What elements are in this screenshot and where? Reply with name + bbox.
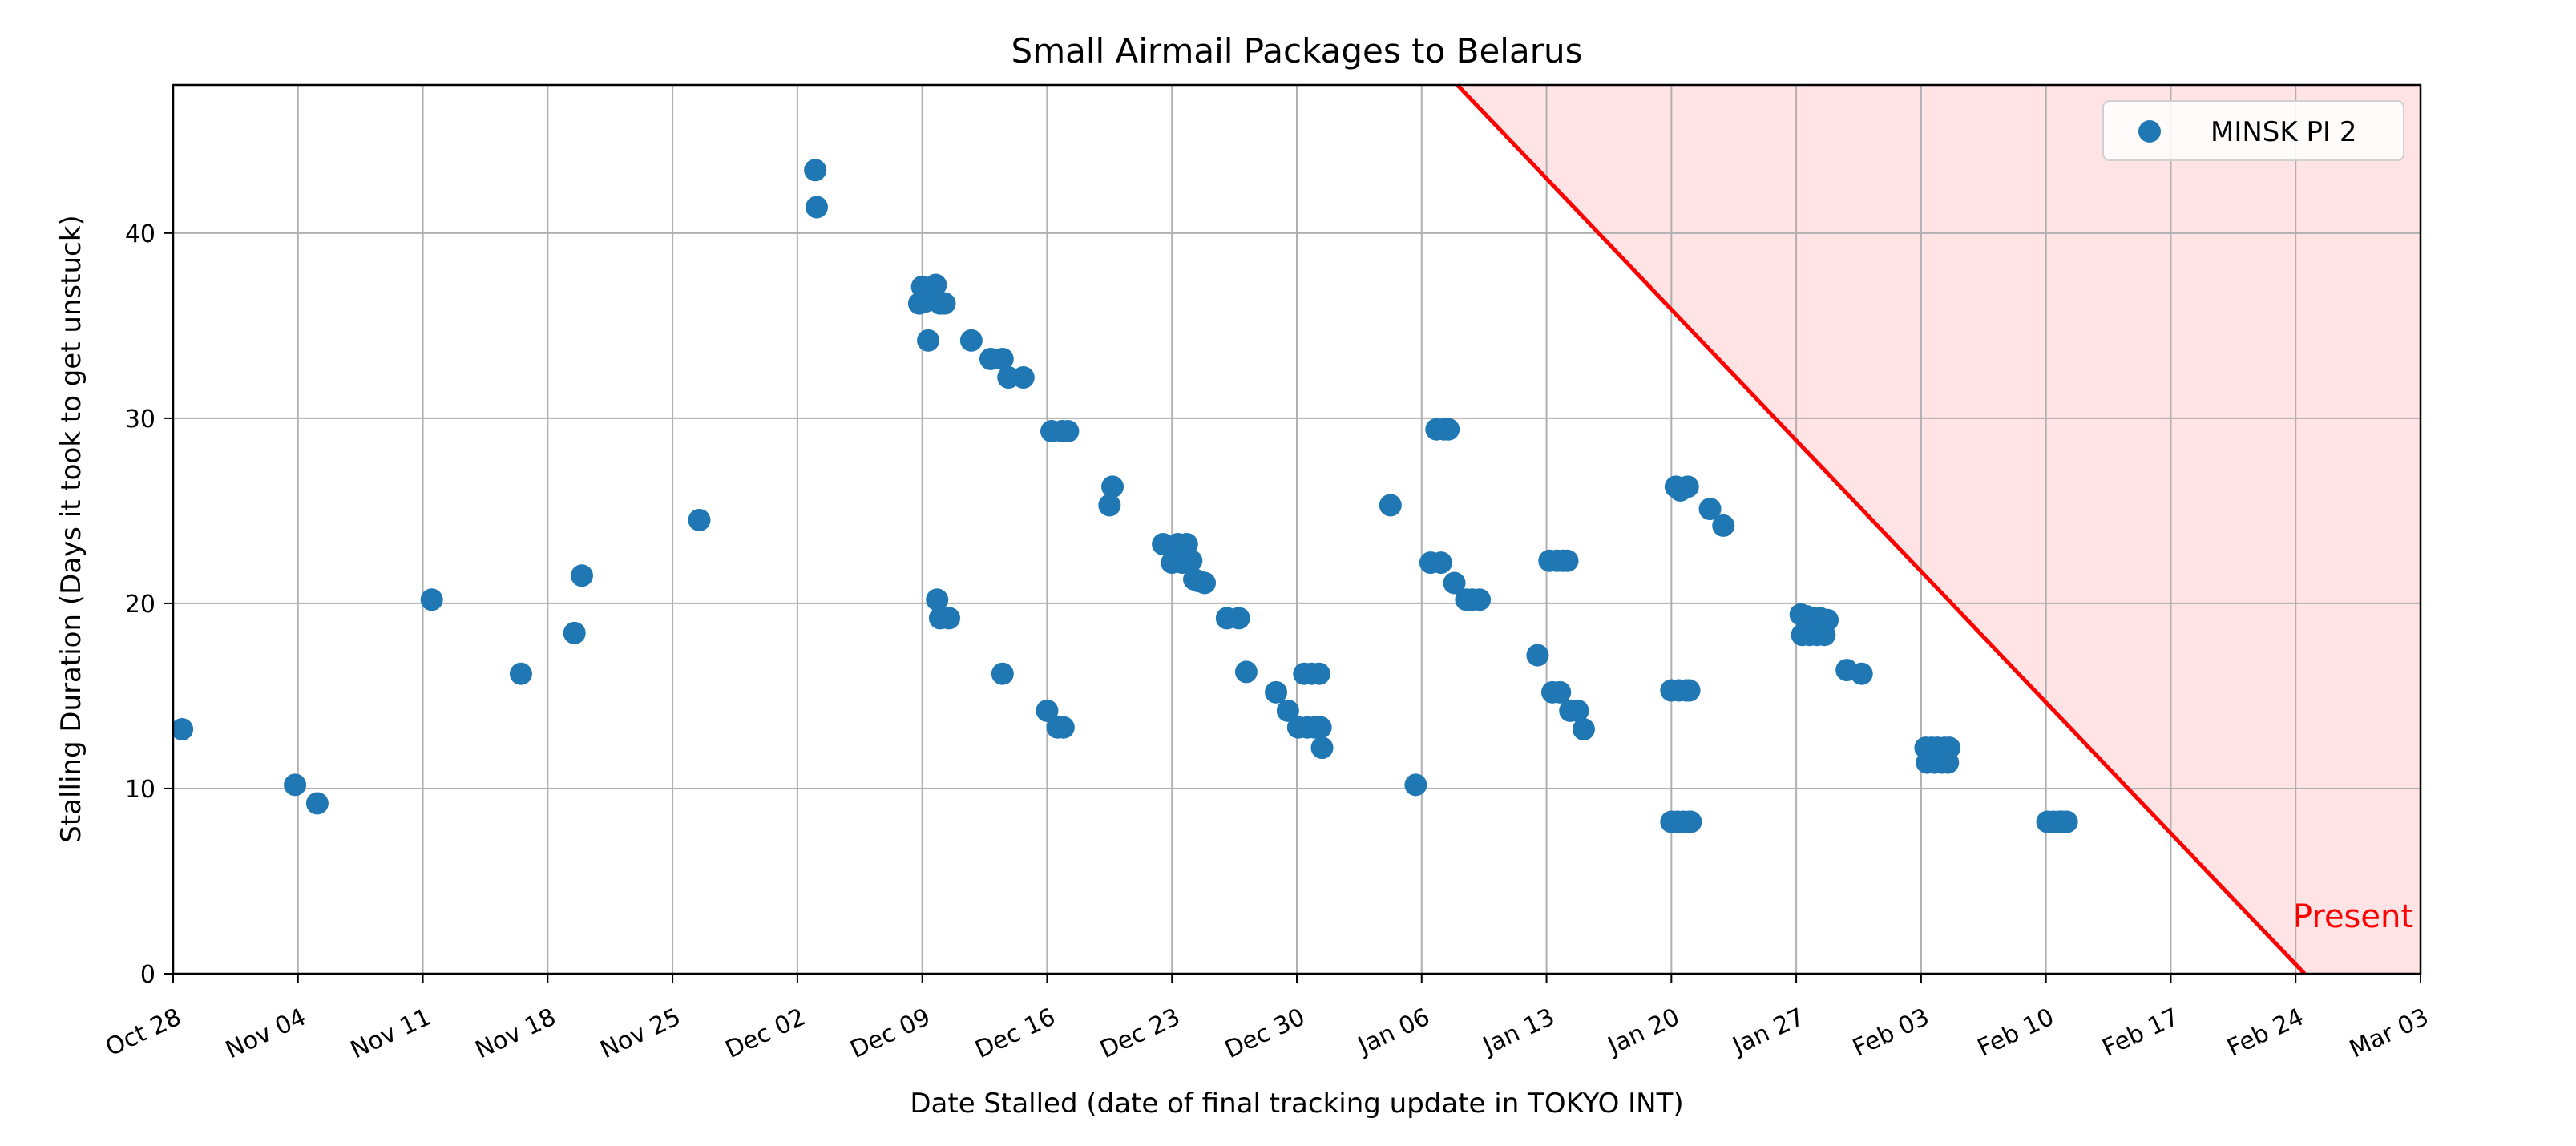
data-point bbox=[1468, 588, 1492, 611]
data-point bbox=[938, 607, 961, 630]
data-point bbox=[173, 718, 194, 741]
y-tick-label: 30 bbox=[125, 406, 155, 434]
data-point bbox=[563, 621, 586, 644]
y-axis-label: Stalling Duration (Days it took to get u… bbox=[55, 215, 87, 842]
y-tick-label: 0 bbox=[140, 961, 155, 989]
data-point bbox=[1180, 549, 1203, 572]
data-point bbox=[1101, 475, 1124, 498]
legend-label: MINSK PI 2 bbox=[2211, 116, 2356, 148]
data-point bbox=[1676, 475, 1699, 498]
legend-marker bbox=[2138, 120, 2161, 143]
y-tick-label: 20 bbox=[125, 591, 155, 619]
data-point bbox=[1816, 608, 1839, 632]
data-point bbox=[1572, 718, 1595, 741]
data-point bbox=[917, 329, 940, 352]
data-point bbox=[959, 329, 983, 352]
data-point bbox=[991, 347, 1014, 370]
data-point bbox=[1052, 716, 1075, 739]
data-point bbox=[1036, 699, 1059, 722]
data-point bbox=[570, 564, 593, 587]
data-point bbox=[1698, 498, 1722, 521]
data-point bbox=[1429, 551, 1452, 575]
data-point bbox=[1276, 699, 1299, 722]
data-point bbox=[1526, 644, 1549, 667]
data-point bbox=[805, 196, 828, 219]
present-region bbox=[1457, 85, 2421, 974]
data-point bbox=[1379, 494, 1402, 517]
data-point bbox=[924, 273, 947, 297]
y-tick-label: 10 bbox=[125, 776, 155, 804]
chart-title: Small Airmail Packages to Belarus bbox=[1011, 31, 1583, 71]
data-point bbox=[1712, 514, 1735, 537]
data-point bbox=[2055, 810, 2078, 833]
data-point bbox=[509, 662, 532, 685]
data-point bbox=[1404, 773, 1427, 797]
data-point bbox=[284, 773, 307, 797]
data-point bbox=[1556, 549, 1579, 572]
data-point bbox=[991, 662, 1014, 685]
data-point bbox=[1437, 418, 1460, 441]
x-axis-label: Date Stalled (date of final tracking upd… bbox=[910, 1087, 1683, 1120]
data-points bbox=[173, 159, 2078, 833]
data-point bbox=[1265, 680, 1288, 704]
data-point bbox=[1566, 699, 1589, 722]
data-point bbox=[1679, 810, 1702, 833]
data-point bbox=[1193, 571, 1217, 595]
data-point bbox=[1548, 680, 1572, 704]
data-point bbox=[1234, 660, 1258, 684]
data-point bbox=[305, 792, 329, 815]
data-point bbox=[688, 508, 711, 531]
data-point bbox=[1098, 494, 1121, 517]
data-point bbox=[926, 588, 949, 611]
legend: MINSK PI 2 bbox=[2102, 100, 2404, 161]
present-label: Present bbox=[2293, 898, 2413, 935]
data-point bbox=[933, 292, 956, 315]
data-point bbox=[1310, 736, 1334, 760]
data-point bbox=[1307, 662, 1330, 685]
legend-box bbox=[2102, 100, 2404, 161]
data-point bbox=[1227, 607, 1250, 630]
data-point bbox=[420, 588, 443, 611]
data-point bbox=[1056, 420, 1080, 443]
data-point bbox=[1850, 662, 1873, 685]
y-axis-ticks: 0 10 20 30 40 bbox=[125, 220, 173, 989]
data-point bbox=[1443, 571, 1466, 595]
data-point bbox=[1678, 679, 1701, 702]
present-boundary-line bbox=[1456, 83, 2307, 975]
y-tick-label: 40 bbox=[125, 220, 155, 248]
data-point bbox=[1309, 716, 1332, 739]
data-point bbox=[804, 159, 827, 182]
data-point bbox=[1011, 366, 1035, 389]
present-shaded-area bbox=[1457, 85, 2421, 974]
data-point bbox=[1938, 736, 1961, 760]
